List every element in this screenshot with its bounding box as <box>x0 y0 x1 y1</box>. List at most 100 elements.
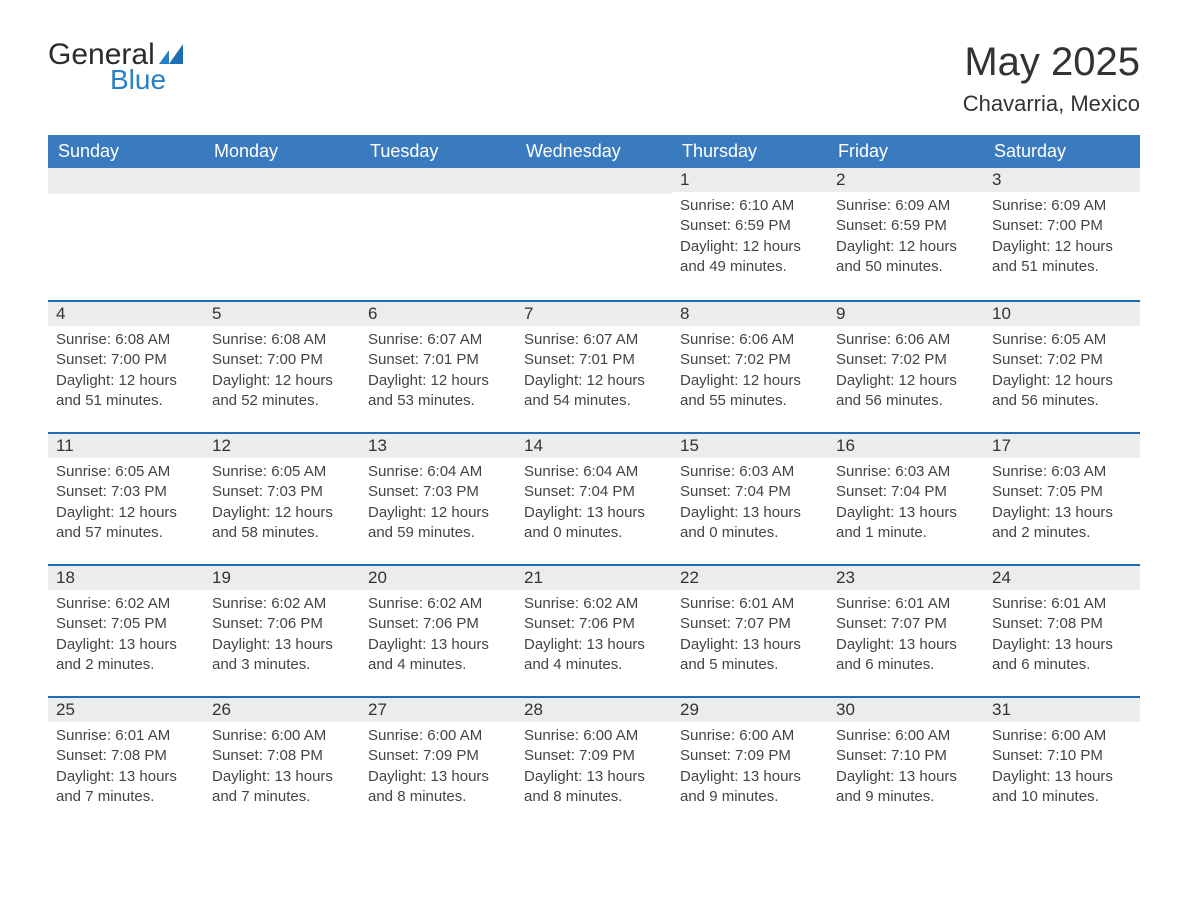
calendar-cell: 12Sunrise: 6:05 AMSunset: 7:03 PMDayligh… <box>204 432 360 564</box>
empty-day-band <box>360 168 516 194</box>
calendar-cell: 11Sunrise: 6:05 AMSunset: 7:03 PMDayligh… <box>48 432 204 564</box>
day-number: 17 <box>984 432 1140 458</box>
day-details: Sunrise: 6:03 AMSunset: 7:04 PMDaylight:… <box>672 458 828 543</box>
sunset-line: Sunset: 7:02 PM <box>992 350 1132 370</box>
sunset-line: Sunset: 7:08 PM <box>992 614 1132 634</box>
day-number: 22 <box>672 564 828 590</box>
day-details: Sunrise: 6:07 AMSunset: 7:01 PMDaylight:… <box>516 326 672 411</box>
daylight-line2: and 2 minutes. <box>56 655 196 675</box>
daylight-line2: and 8 minutes. <box>368 787 508 807</box>
daylight-line1: Daylight: 12 hours <box>836 237 976 257</box>
day-number: 25 <box>48 696 204 722</box>
sunrise-line: Sunrise: 6:05 AM <box>212 462 352 482</box>
calendar-cell: 13Sunrise: 6:04 AMSunset: 7:03 PMDayligh… <box>360 432 516 564</box>
calendar-cell: 20Sunrise: 6:02 AMSunset: 7:06 PMDayligh… <box>360 564 516 696</box>
day-details: Sunrise: 6:08 AMSunset: 7:00 PMDaylight:… <box>48 326 204 411</box>
sunrise-line: Sunrise: 6:08 AM <box>56 330 196 350</box>
weekday-header: Saturday <box>984 135 1140 168</box>
calendar-cell: 1Sunrise: 6:10 AMSunset: 6:59 PMDaylight… <box>672 168 828 300</box>
sunset-line: Sunset: 6:59 PM <box>680 216 820 236</box>
day-number: 26 <box>204 696 360 722</box>
daylight-line1: Daylight: 12 hours <box>992 237 1132 257</box>
day-number: 1 <box>672 168 828 192</box>
day-details: Sunrise: 6:06 AMSunset: 7:02 PMDaylight:… <box>672 326 828 411</box>
daylight-line2: and 49 minutes. <box>680 257 820 277</box>
calendar-cell: 31Sunrise: 6:00 AMSunset: 7:10 PMDayligh… <box>984 696 1140 828</box>
daylight-line2: and 52 minutes. <box>212 391 352 411</box>
day-details: Sunrise: 6:01 AMSunset: 7:07 PMDaylight:… <box>672 590 828 675</box>
day-details: Sunrise: 6:03 AMSunset: 7:05 PMDaylight:… <box>984 458 1140 543</box>
calendar-cell: 5Sunrise: 6:08 AMSunset: 7:00 PMDaylight… <box>204 300 360 432</box>
calendar-cell: 25Sunrise: 6:01 AMSunset: 7:08 PMDayligh… <box>48 696 204 828</box>
day-details: Sunrise: 6:05 AMSunset: 7:02 PMDaylight:… <box>984 326 1140 411</box>
empty-day-band <box>204 168 360 194</box>
sunrise-line: Sunrise: 6:09 AM <box>992 196 1132 216</box>
day-details: Sunrise: 6:00 AMSunset: 7:09 PMDaylight:… <box>516 722 672 807</box>
sunrise-line: Sunrise: 6:05 AM <box>992 330 1132 350</box>
sunrise-line: Sunrise: 6:04 AM <box>524 462 664 482</box>
day-details: Sunrise: 6:04 AMSunset: 7:03 PMDaylight:… <box>360 458 516 543</box>
daylight-line1: Daylight: 13 hours <box>524 503 664 523</box>
daylight-line1: Daylight: 13 hours <box>836 635 976 655</box>
sunrise-line: Sunrise: 6:00 AM <box>992 726 1132 746</box>
day-details: Sunrise: 6:02 AMSunset: 7:05 PMDaylight:… <box>48 590 204 675</box>
calendar-week-row: 4Sunrise: 6:08 AMSunset: 7:00 PMDaylight… <box>48 300 1140 432</box>
calendar-cell <box>516 168 672 300</box>
sunset-line: Sunset: 7:02 PM <box>836 350 976 370</box>
daylight-line2: and 8 minutes. <box>524 787 664 807</box>
daylight-line1: Daylight: 13 hours <box>56 767 196 787</box>
day-details: Sunrise: 6:03 AMSunset: 7:04 PMDaylight:… <box>828 458 984 543</box>
daylight-line1: Daylight: 13 hours <box>836 767 976 787</box>
day-number: 2 <box>828 168 984 192</box>
calendar-cell: 18Sunrise: 6:02 AMSunset: 7:05 PMDayligh… <box>48 564 204 696</box>
daylight-line1: Daylight: 13 hours <box>212 767 352 787</box>
sunset-line: Sunset: 7:01 PM <box>368 350 508 370</box>
daylight-line2: and 51 minutes. <box>992 257 1132 277</box>
sunset-line: Sunset: 7:00 PM <box>56 350 196 370</box>
sunrise-line: Sunrise: 6:02 AM <box>212 594 352 614</box>
daylight-line1: Daylight: 12 hours <box>212 503 352 523</box>
daylight-line2: and 0 minutes. <box>680 523 820 543</box>
daylight-line2: and 7 minutes. <box>56 787 196 807</box>
daylight-line1: Daylight: 12 hours <box>524 371 664 391</box>
sunrise-line: Sunrise: 6:03 AM <box>992 462 1132 482</box>
calendar-cell: 26Sunrise: 6:00 AMSunset: 7:08 PMDayligh… <box>204 696 360 828</box>
daylight-line1: Daylight: 13 hours <box>680 767 820 787</box>
daylight-line2: and 3 minutes. <box>212 655 352 675</box>
logo: General Blue <box>48 40 189 96</box>
daylight-line2: and 56 minutes. <box>992 391 1132 411</box>
day-number: 14 <box>516 432 672 458</box>
sunrise-line: Sunrise: 6:00 AM <box>368 726 508 746</box>
sunset-line: Sunset: 7:06 PM <box>524 614 664 634</box>
day-details: Sunrise: 6:09 AMSunset: 6:59 PMDaylight:… <box>828 192 984 277</box>
calendar-cell: 10Sunrise: 6:05 AMSunset: 7:02 PMDayligh… <box>984 300 1140 432</box>
sunset-line: Sunset: 7:07 PM <box>836 614 976 634</box>
daylight-line1: Daylight: 13 hours <box>680 635 820 655</box>
sunset-line: Sunset: 7:10 PM <box>836 746 976 766</box>
day-details: Sunrise: 6:05 AMSunset: 7:03 PMDaylight:… <box>48 458 204 543</box>
daylight-line2: and 51 minutes. <box>56 391 196 411</box>
daylight-line2: and 10 minutes. <box>992 787 1132 807</box>
day-details: Sunrise: 6:07 AMSunset: 7:01 PMDaylight:… <box>360 326 516 411</box>
daylight-line1: Daylight: 12 hours <box>680 371 820 391</box>
daylight-line1: Daylight: 13 hours <box>680 503 820 523</box>
day-details: Sunrise: 6:00 AMSunset: 7:08 PMDaylight:… <box>204 722 360 807</box>
sunset-line: Sunset: 7:03 PM <box>56 482 196 502</box>
day-details: Sunrise: 6:02 AMSunset: 7:06 PMDaylight:… <box>516 590 672 675</box>
daylight-line1: Daylight: 12 hours <box>368 503 508 523</box>
daylight-line2: and 7 minutes. <box>212 787 352 807</box>
sunrise-line: Sunrise: 6:03 AM <box>680 462 820 482</box>
day-number: 18 <box>48 564 204 590</box>
sunset-line: Sunset: 7:00 PM <box>992 216 1132 236</box>
sunrise-line: Sunrise: 6:06 AM <box>836 330 976 350</box>
day-number: 6 <box>360 300 516 326</box>
day-number: 4 <box>48 300 204 326</box>
day-number: 11 <box>48 432 204 458</box>
daylight-line1: Daylight: 13 hours <box>212 635 352 655</box>
day-details: Sunrise: 6:00 AMSunset: 7:10 PMDaylight:… <box>984 722 1140 807</box>
weekday-header: Sunday <box>48 135 204 168</box>
empty-day-band <box>516 168 672 194</box>
calendar-cell: 28Sunrise: 6:00 AMSunset: 7:09 PMDayligh… <box>516 696 672 828</box>
calendar-cell: 29Sunrise: 6:00 AMSunset: 7:09 PMDayligh… <box>672 696 828 828</box>
daylight-line1: Daylight: 13 hours <box>368 635 508 655</box>
